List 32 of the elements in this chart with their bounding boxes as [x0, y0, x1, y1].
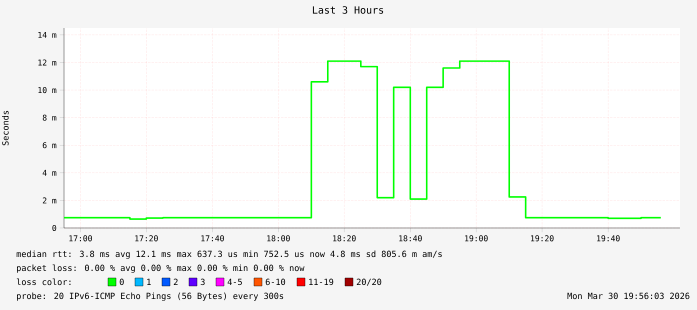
y-tick-label: 0	[52, 224, 56, 232]
text: probe: 20 IPv6-ICMP Echo Pings (56 Bytes) every 300s	[16, 292, 284, 301]
x-tick-label: 19:40	[597, 235, 620, 242]
y-tick-label: 8 m	[42, 114, 56, 121]
x-tick-label: 18:00	[267, 235, 290, 242]
text: packet loss: 0.00 % avg 0.00 % max 0.00 % min 0.00 % now	[16, 264, 304, 273]
x-tick-label: 18:20	[333, 235, 356, 242]
y-tick-label: 2 m	[42, 197, 56, 204]
legend-label: 3	[200, 278, 205, 286]
legend-label: 1	[147, 278, 151, 285]
x-tick-label: 17:40	[201, 235, 224, 242]
legend-title: loss color:	[16, 278, 70, 286]
chart-title: Last 3 Hours	[312, 6, 384, 14]
y-tick-label: 14 m	[38, 32, 56, 38]
legend-label: 6-10	[266, 278, 286, 286]
x-tick-label: 18:40	[399, 235, 422, 242]
text: Mon Mar 30 19:56:03 2026	[568, 292, 690, 300]
x-tick-label: 17:00	[69, 235, 92, 242]
y-axis-title: Seconds	[2, 110, 9, 146]
legend-label: 2	[174, 278, 178, 285]
x-tick-label: 19:00	[465, 235, 488, 242]
x-tick-label: 17:20	[135, 235, 158, 242]
legend-label: 11-19	[309, 278, 334, 286]
y-tick-label: 12 m	[38, 60, 56, 66]
legend-label: 20/20	[356, 278, 382, 286]
x-tick-label: 19:20	[530, 235, 554, 242]
legend-label: 0	[120, 278, 124, 286]
y-tick-label: 4 m	[42, 170, 56, 176]
text: median rtt: 3.8 ms avg 12.1 ms max 637.3 us min 752.5 us now 4.8 ms sd 805.6 m am/s	[16, 250, 442, 259]
y-tick-label: 6 m	[42, 142, 56, 148]
legend-label: 4-5	[228, 278, 242, 286]
y-tick-label: 10 m	[38, 87, 56, 94]
